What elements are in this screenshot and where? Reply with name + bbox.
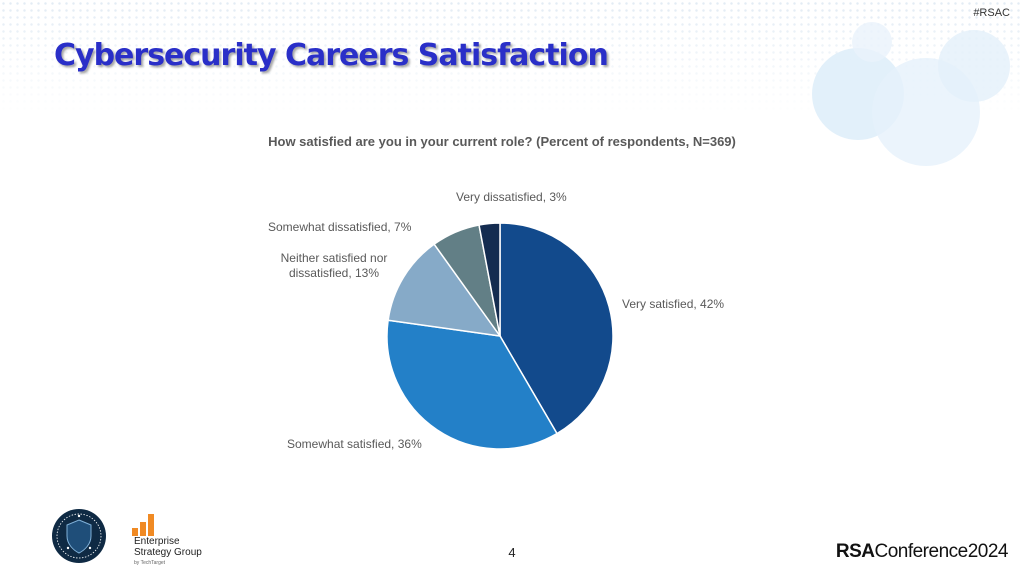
rsa-conference-logo: RSAConference2024 — [835, 541, 1009, 563]
decorative-bubble — [852, 22, 892, 62]
chart-title: How satisfied are you in your current ro… — [268, 134, 736, 149]
slice-somewhat-satisfied — [386, 319, 559, 450]
slice-very-dissatisfied — [478, 222, 501, 337]
page-number: 4 — [508, 545, 516, 560]
slice-very-satisfied — [499, 222, 614, 435]
esg-line-2: Strategy Group — [134, 547, 202, 558]
label-neither: Neither satisfied nor dissatisfied, 13% — [270, 251, 398, 281]
rsa-logo-conference: Conference — [874, 541, 968, 562]
label-somewhat-dissatisfied: Somewhat dissatisfied, 7% — [268, 220, 412, 234]
slice-neither — [387, 243, 502, 337]
label-neither-line-1: Neither satisfied nor — [280, 251, 388, 265]
esg-logo-text: Enterprise Strategy Group — [134, 536, 202, 558]
esg-logo-icon — [132, 514, 154, 536]
rsa-logo-bold: RSA — [835, 541, 875, 562]
esg-by-line: by TechTarget — [134, 560, 166, 566]
decorative-bubble — [938, 30, 1010, 102]
slide-title: Cybersecurity Careers Satisfaction — [54, 38, 609, 73]
isc2-40-years-badge-icon — [52, 509, 106, 563]
esg-line-1: Enterprise — [134, 536, 180, 547]
label-very-dissatisfied: Very dissatisfied, 3% — [456, 190, 567, 204]
label-very-satisfied: Very satisfied, 42% — [622, 297, 725, 311]
label-somewhat-satisfied: Somewhat satisfied, 36% — [287, 437, 422, 451]
rsa-logo-year: 2024 — [967, 541, 1009, 562]
hashtag: #RSAC — [973, 7, 1010, 19]
label-neither-line-2: dissatisfied, 13% — [288, 266, 380, 280]
